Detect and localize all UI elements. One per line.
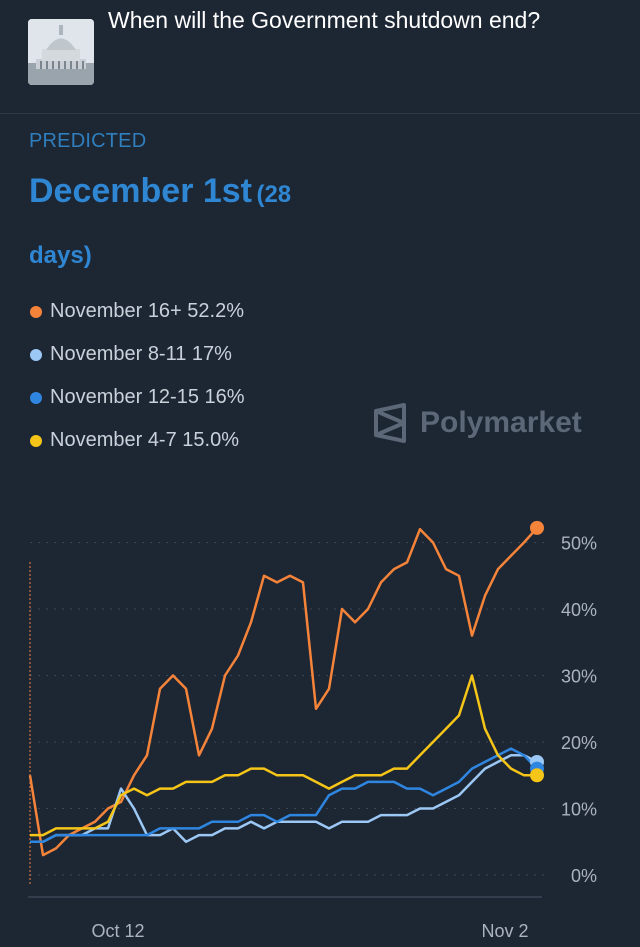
legend-label: November 12-15 16% [50, 386, 245, 408]
y-axis-labels: 0% 10% 20% 30% 40% 50% [561, 534, 597, 887]
y-tick-label: 40% [561, 600, 597, 620]
legend-dot [30, 348, 42, 361]
predicted-date: December 1st [29, 172, 253, 210]
predicted-days: (28 days) [29, 181, 292, 269]
series-end-marker [530, 768, 544, 783]
y-tick-label: 20% [561, 733, 597, 753]
legend-item[interactable]: November 12-15 16% [30, 376, 245, 419]
predicted-label: PREDICTED [29, 130, 147, 152]
x-tick-label: Nov 2 [481, 921, 528, 941]
series-line[interactable] [30, 754, 538, 844]
legend-dot [30, 391, 42, 404]
legend-item[interactable]: November 16+ 52.2% [30, 290, 245, 333]
legend-label: November 16+ 52.2% [50, 300, 245, 322]
polymarket-logo-icon [374, 403, 406, 443]
series-end-marker [530, 520, 544, 535]
x-tick-label: Oct 12 [91, 921, 144, 941]
legend-item[interactable]: November 4-7 15.0% [30, 419, 245, 462]
legend-dot [30, 305, 42, 318]
series-line[interactable] [30, 674, 537, 837]
legend-dot [30, 434, 42, 447]
series-layer [28, 520, 544, 857]
prediction-headline: December 1st (28 days) [29, 162, 359, 288]
legend-item[interactable]: November 8-11 17% [30, 333, 245, 376]
capitol-thumbnail[interactable] [28, 19, 94, 85]
y-tick-label: 30% [561, 667, 597, 687]
series-line[interactable] [28, 527, 538, 857]
chart-legend: November 16+ 52.2% November 8-11 17% Nov… [30, 290, 245, 462]
brand-name: Polymarket [420, 406, 582, 439]
market-title[interactable]: When will the Government shutdown end? [108, 7, 541, 33]
legend-label: November 8-11 17% [50, 343, 232, 365]
chart-grid [30, 542, 545, 876]
series-line[interactable] [30, 747, 538, 844]
y-tick-label: 0% [571, 866, 597, 886]
x-axis-labels: Oct 12 Nov 2 [91, 921, 528, 941]
y-tick-label: 10% [561, 800, 597, 820]
legend-label: November 4-7 15.0% [50, 429, 239, 451]
y-tick-label: 50% [561, 534, 597, 554]
price-history-chart[interactable]: 0% 10% 20% 30% 40% 50% Oct 12 Nov 2 [0, 500, 640, 947]
market-header: When will the Government shutdown end? [0, 0, 640, 114]
polymarket-watermark: Polymarket [372, 403, 582, 443]
